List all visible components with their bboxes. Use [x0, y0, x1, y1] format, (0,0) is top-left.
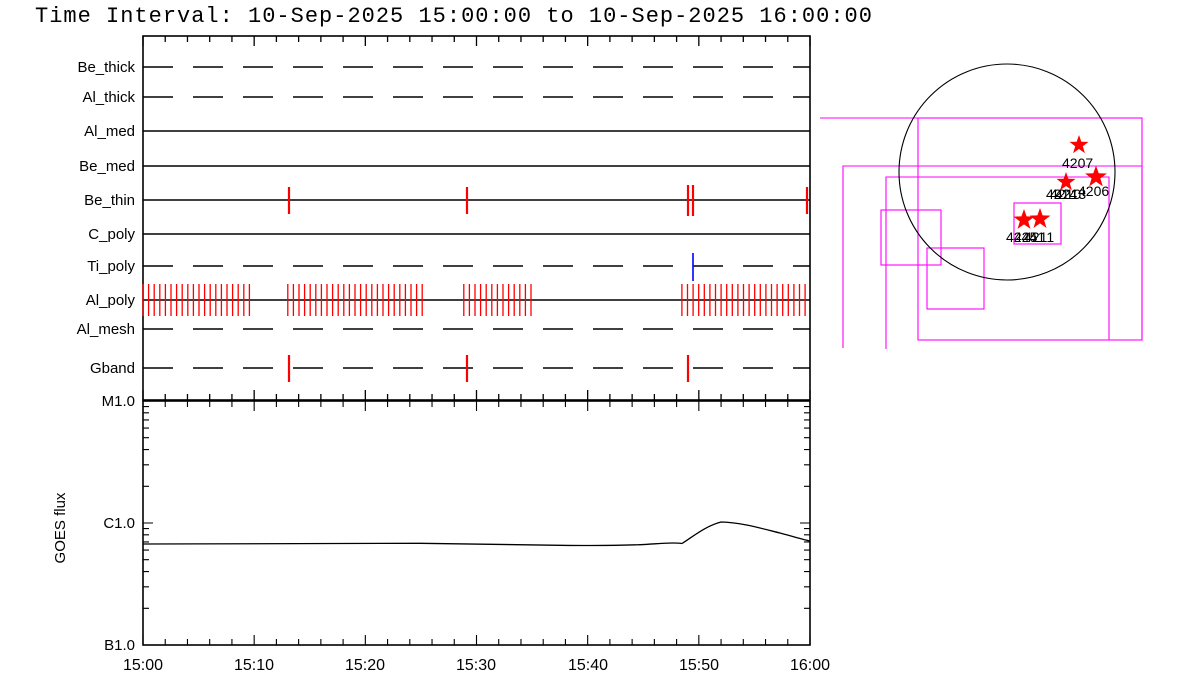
- svg-text:Al_poly: Al_poly: [86, 292, 136, 309]
- svg-text:Time Interval: 10-Sep-2025 15:: Time Interval: 10-Sep-2025 15:00:00 to 1…: [35, 4, 873, 29]
- svg-text:15:30: 15:30: [456, 657, 496, 674]
- svg-text:GOES flux: GOES flux: [52, 492, 69, 563]
- svg-text:16:00: 16:00: [790, 657, 830, 674]
- svg-text:Al_mesh: Al_mesh: [77, 321, 135, 338]
- svg-text:M1.0: M1.0: [102, 393, 135, 410]
- svg-text:15:10: 15:10: [234, 657, 274, 674]
- svg-text:Al_thick: Al_thick: [82, 89, 135, 106]
- svg-text:4206: 4206: [1078, 183, 1109, 199]
- svg-text:Be_thin: Be_thin: [84, 192, 135, 209]
- svg-text:C1.0: C1.0: [103, 515, 135, 532]
- svg-text:C_poly: C_poly: [88, 226, 135, 243]
- svg-text:4211: 4211: [1024, 229, 1054, 245]
- svg-text:B1.0: B1.0: [104, 637, 135, 654]
- svg-text:15:00: 15:00: [123, 657, 163, 674]
- svg-text:4207: 4207: [1062, 155, 1093, 171]
- svg-text:Be_thick: Be_thick: [77, 59, 135, 76]
- svg-text:Be_med: Be_med: [79, 158, 135, 175]
- svg-text:15:40: 15:40: [568, 657, 608, 674]
- svg-text:15:20: 15:20: [345, 657, 385, 674]
- svg-text:Al_med: Al_med: [84, 123, 135, 140]
- svg-text:Gband: Gband: [90, 360, 135, 377]
- svg-text:15:50: 15:50: [679, 657, 719, 674]
- svg-text:Ti_poly: Ti_poly: [87, 258, 135, 275]
